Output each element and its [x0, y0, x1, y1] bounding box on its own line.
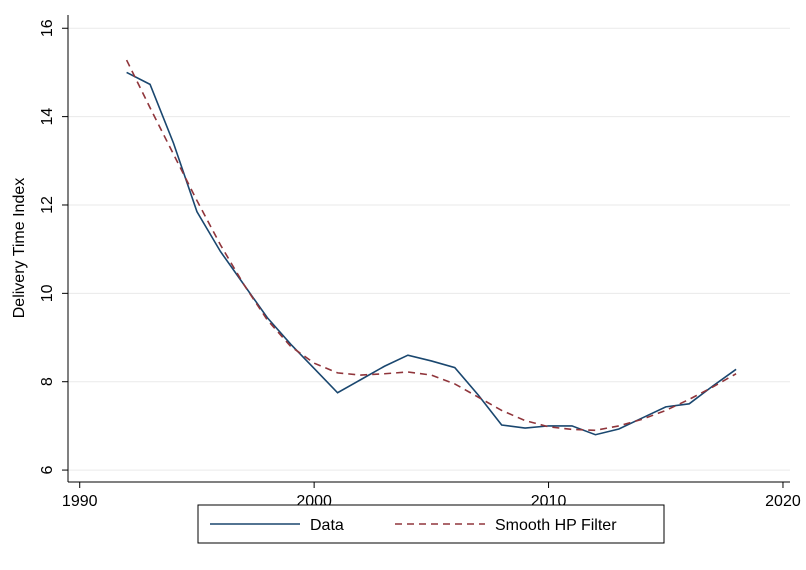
x-tick-label: 1990	[62, 493, 98, 510]
y-axis-label: Delivery Time Index	[11, 178, 28, 319]
y-tick-label: 8	[39, 377, 56, 386]
y-tick-label: 12	[39, 196, 56, 214]
line-series	[125, 59, 737, 432]
y-tick-label: 6	[39, 466, 56, 475]
legend-label: Smooth HP Filter	[495, 517, 617, 534]
y-tick-label: 10	[39, 284, 56, 302]
y-tick-label: 14	[39, 108, 56, 126]
line-series	[126, 71, 737, 436]
legend-label: Data	[310, 517, 344, 534]
y-tick-label: 16	[39, 19, 56, 37]
x-tick-label: 2020	[765, 493, 801, 510]
